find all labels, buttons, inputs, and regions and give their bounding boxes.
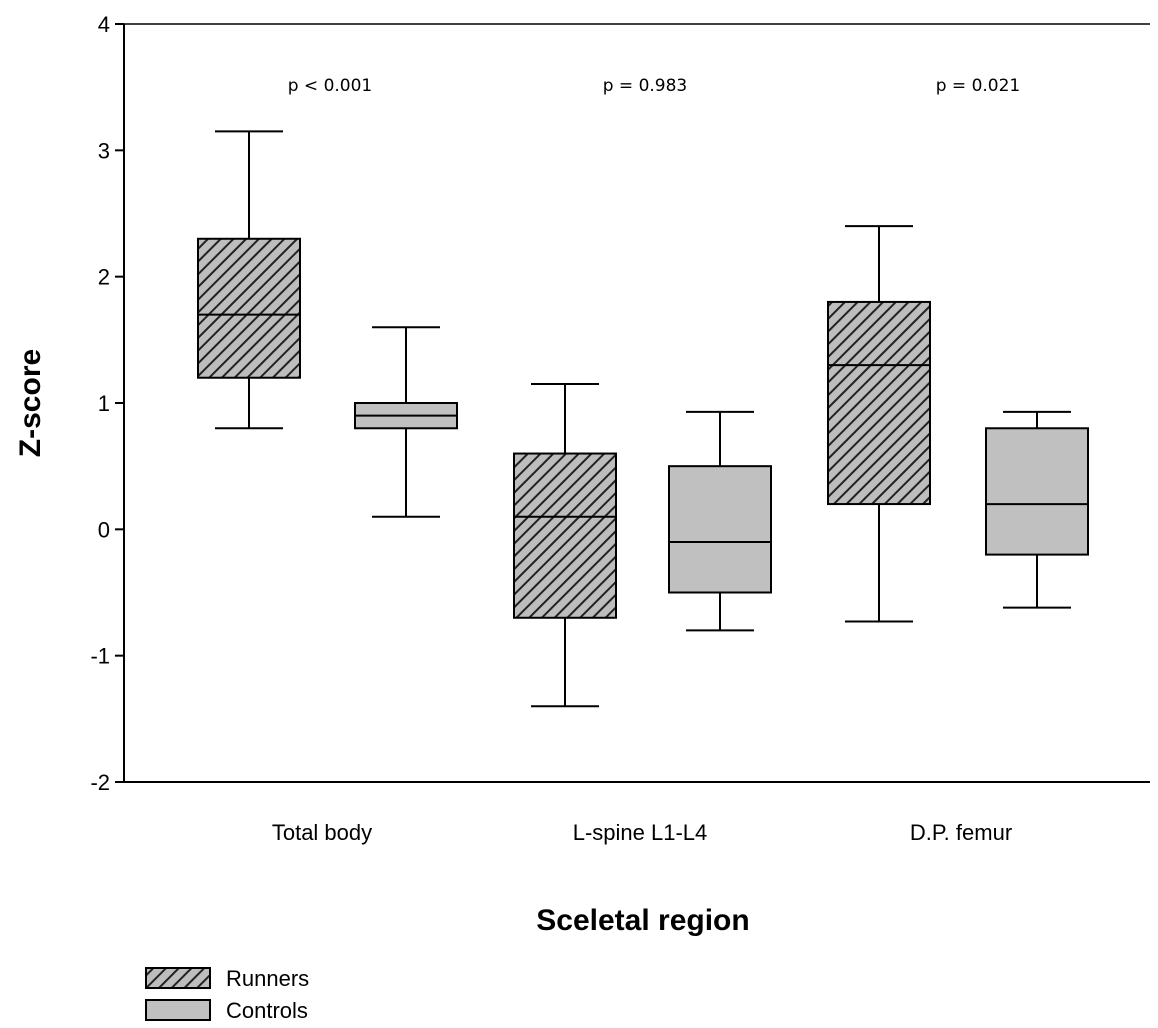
box-controls — [985, 410, 1089, 609]
box-runners — [513, 383, 617, 708]
box-controls — [354, 326, 458, 518]
y-tick-label: -2 — [90, 770, 110, 795]
box-runners — [827, 225, 931, 623]
iqr-box — [827, 300, 931, 506]
iqr-box — [668, 465, 772, 594]
legend-swatch-controls — [145, 999, 211, 1021]
y-tick-label: 2 — [98, 265, 110, 290]
y-tick-label: 4 — [98, 12, 110, 37]
x-axis-title: Sceletal region — [536, 904, 749, 937]
iqr-box — [513, 452, 617, 619]
p-value-annotation: p < 0.001 — [288, 76, 373, 96]
iqr-box — [197, 237, 301, 379]
box-runners — [197, 130, 301, 430]
y-axis-title: Z-score — [14, 349, 47, 457]
y-tick-label: -1 — [90, 644, 110, 669]
p-value-annotation: p = 0.983 — [603, 76, 688, 96]
y-tick-label: 0 — [98, 517, 110, 542]
box-controls — [668, 410, 772, 632]
legend-label-controls: Controls — [226, 998, 308, 1023]
y-tick-label: 3 — [98, 138, 110, 163]
iqr-box — [985, 427, 1089, 556]
category-label: L-spine L1-L4 — [573, 820, 708, 845]
category-label: Total body — [272, 820, 372, 845]
category-label: D.P. femur — [910, 820, 1012, 845]
legend-label-runners: Runners — [226, 966, 309, 991]
y-tick-label: 1 — [98, 391, 110, 416]
legend-swatch-runners — [145, 967, 211, 989]
p-value-annotation: p = 0.021 — [936, 76, 1021, 96]
